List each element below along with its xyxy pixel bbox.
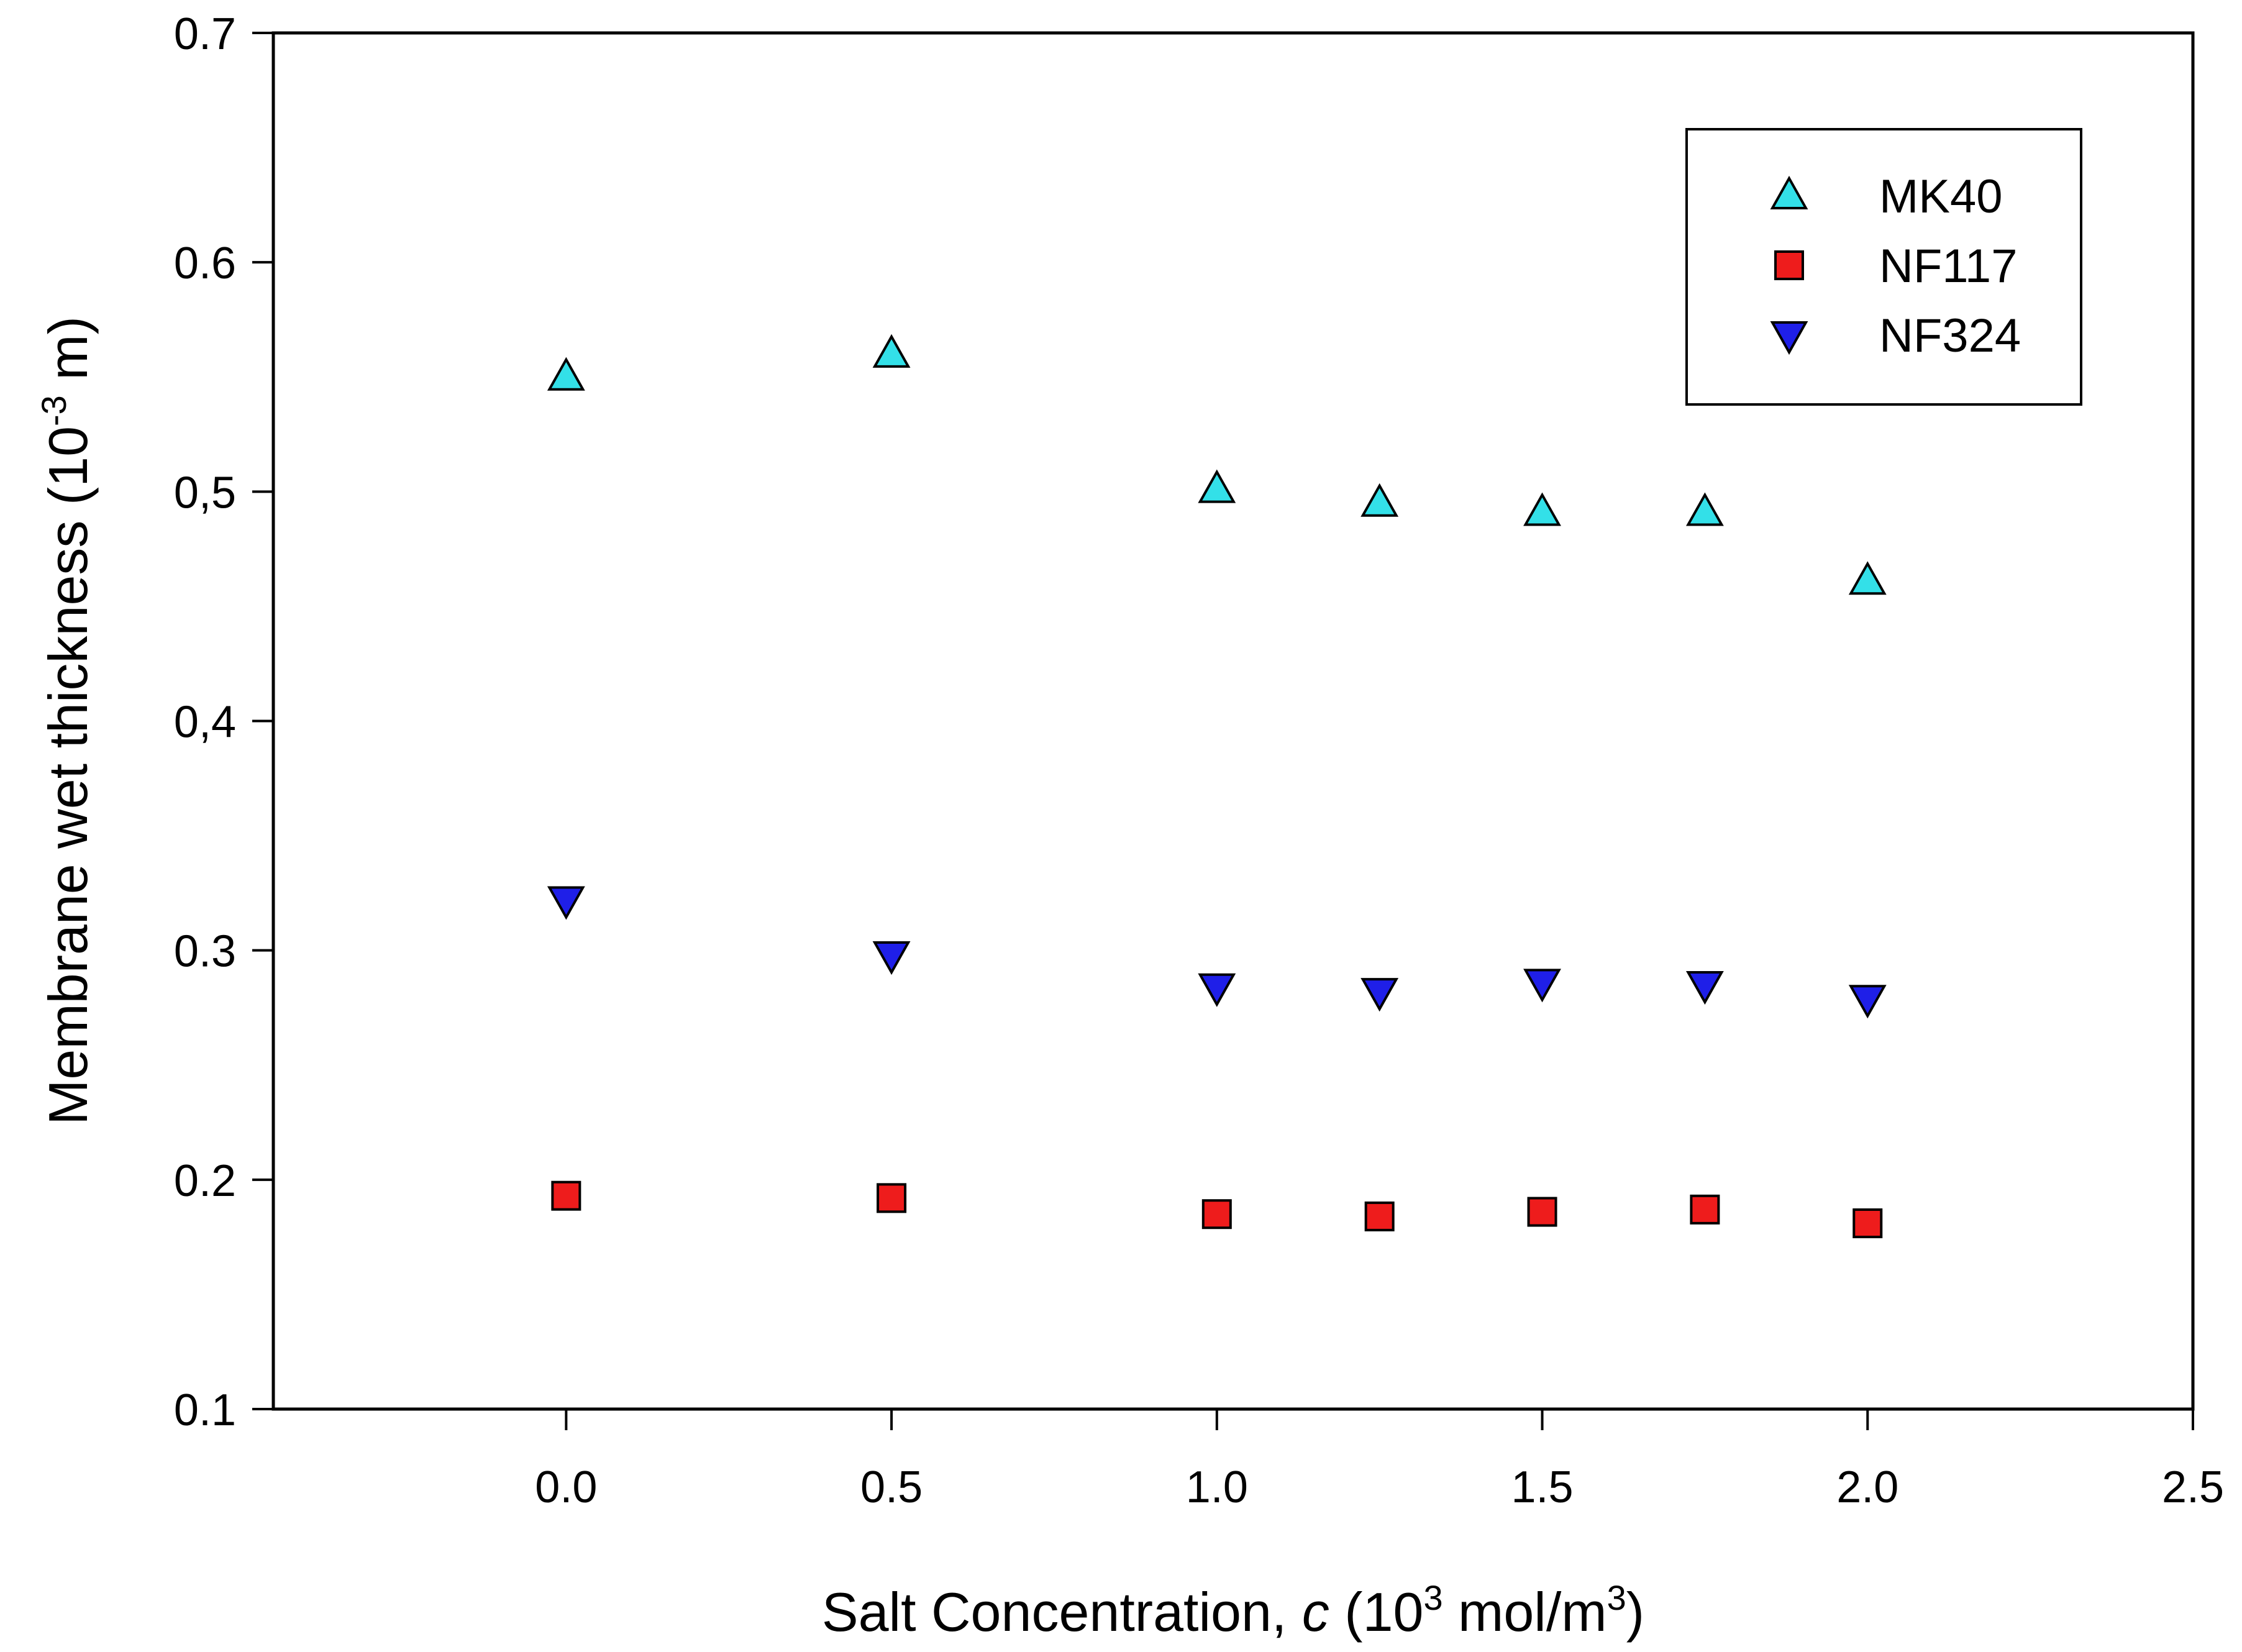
mk40-point (1198, 469, 1236, 503)
nf324-point (547, 886, 585, 920)
mk40-point (1523, 492, 1561, 526)
data-markers (547, 334, 1887, 1238)
legend-label-nf117: NF117 (1879, 240, 2017, 293)
x-tick-label: 0.0 (535, 1463, 597, 1512)
y-axis-ticks: 0.1 0.2 0.3 0,4 0,5 0.6 0.7 (174, 9, 273, 1435)
y-tick-label: 0.2 (174, 1156, 236, 1206)
nf117-point (1852, 1208, 1883, 1238)
x-tick-label: 1.5 (1511, 1463, 1573, 1512)
y-tick-label: 0,4 (174, 698, 236, 747)
nf117-point (1364, 1201, 1395, 1231)
x-axis-title: Salt Concentration, c (103 mol/m3) (822, 1578, 1644, 1643)
y-tick-label: 0,5 (174, 468, 236, 518)
x-tick-label: 0.5 (860, 1463, 923, 1512)
nf117-point (1690, 1194, 1720, 1225)
mk40-point (1685, 492, 1724, 526)
mk40-point (872, 334, 911, 368)
y-tick-label: 0.7 (174, 9, 236, 59)
legend-item-nf324: NF324 (1770, 309, 2021, 362)
nf324-point (1523, 969, 1561, 1003)
legend-item-nf117: NF117 (1774, 240, 2017, 293)
legend-marker-mk40 (1770, 175, 1808, 209)
nf324-point (1848, 985, 1887, 1019)
legend-item-mk40: MK40 (1770, 170, 2003, 223)
mk40-point (547, 357, 585, 391)
x-tick-label: 2.0 (1836, 1463, 1898, 1512)
nf117-point (551, 1180, 581, 1211)
nf117-point (877, 1183, 907, 1213)
legend: MK40 NF117 NF324 (1685, 128, 2082, 406)
nf324-point (1685, 971, 1724, 1005)
nf324-point (1198, 973, 1236, 1007)
y-axis-title: Membrane wet thickness (10-3 m) (34, 316, 99, 1125)
mk40-point (1360, 483, 1399, 517)
nf117-point (1527, 1197, 1557, 1227)
legend-label-nf324: NF324 (1879, 309, 2021, 362)
legend-marker-nf324 (1770, 321, 1808, 355)
legend-box (1685, 128, 2082, 406)
legend-marker-nf117 (1774, 250, 1804, 280)
nf117-point (1201, 1199, 1232, 1230)
y-tick-label: 0.6 (174, 239, 236, 288)
y-tick-label: 0.1 (174, 1385, 236, 1435)
legend-label-mk40: MK40 (1879, 170, 2003, 223)
x-axis-ticks: 0.0 0.5 1.0 1.5 2.0 2.5 (535, 1409, 2224, 1512)
y-tick-label: 0.3 (174, 927, 236, 977)
nf324-point (872, 941, 911, 975)
x-tick-label: 2.5 (2162, 1463, 2224, 1512)
nf324-point (1360, 978, 1399, 1012)
mk40-point (1848, 561, 1887, 595)
x-tick-label: 1.0 (1186, 1463, 1248, 1512)
